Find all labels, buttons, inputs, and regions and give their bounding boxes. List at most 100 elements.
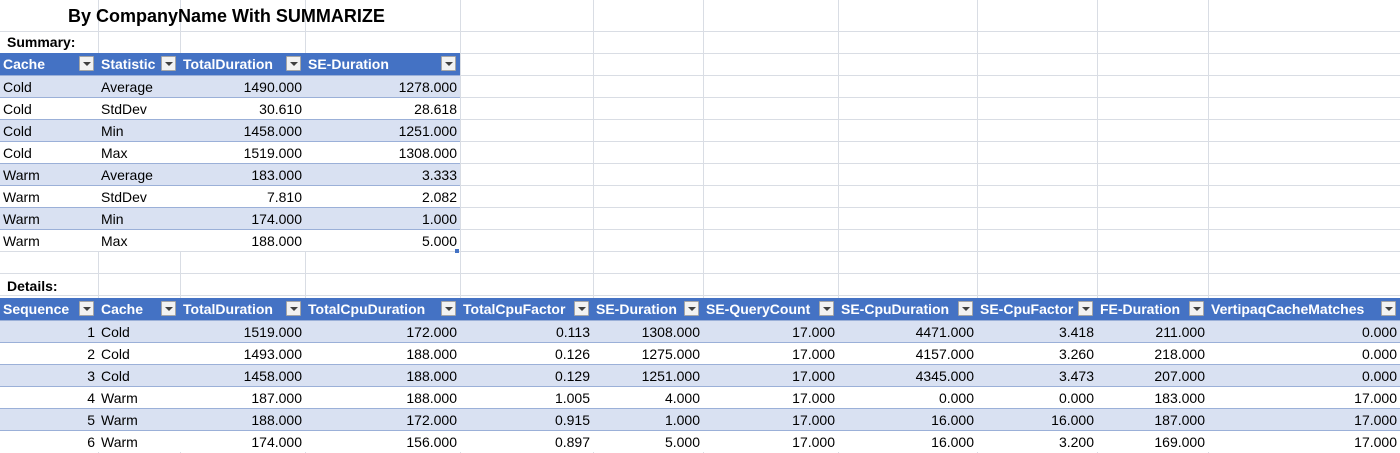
details-cell[interactable]: 174.000	[180, 430, 305, 452]
details-cell[interactable]: 17.000	[1208, 386, 1400, 408]
summary-cell[interactable]: 1278.000	[305, 75, 460, 97]
summary-cell[interactable]: 1.000	[305, 207, 460, 229]
details-cell[interactable]: 1458.000	[180, 364, 305, 386]
details-cell[interactable]: 1275.000	[593, 342, 703, 364]
details-cell[interactable]: Cold	[98, 320, 180, 342]
filter-dropdown-icon[interactable]	[1381, 301, 1396, 316]
details-cell[interactable]: 17.000	[703, 342, 838, 364]
details-cell[interactable]: 207.000	[1097, 364, 1208, 386]
filter-dropdown-icon[interactable]	[161, 56, 176, 71]
details-cell[interactable]: 3.260	[977, 342, 1097, 364]
summary-cell[interactable]: Cold	[0, 141, 98, 163]
details-cell[interactable]: 172.000	[305, 320, 460, 342]
summary-header-statistic[interactable]: Statistic	[98, 53, 180, 75]
details-cell[interactable]: 188.000	[305, 386, 460, 408]
details-cell[interactable]: 0.000	[838, 386, 977, 408]
details-cell[interactable]: 0.129	[460, 364, 593, 386]
summary-cell[interactable]: StdDev	[98, 97, 180, 119]
summary-cell[interactable]: 2.082	[305, 185, 460, 207]
details-header-totalduration[interactable]: TotalDuration	[180, 298, 305, 320]
summary-cell[interactable]: 183.000	[180, 163, 305, 185]
details-cell[interactable]: Cold	[98, 342, 180, 364]
filter-dropdown-icon[interactable]	[161, 301, 176, 316]
summary-cell[interactable]: StdDev	[98, 185, 180, 207]
details-cell[interactable]: 6	[0, 430, 98, 452]
table-resize-handle[interactable]	[455, 249, 459, 253]
filter-dropdown-icon[interactable]	[79, 56, 94, 71]
details-cell[interactable]: 0.897	[460, 430, 593, 452]
filter-dropdown-icon[interactable]	[1078, 301, 1093, 316]
details-cell[interactable]: 17.000	[703, 386, 838, 408]
details-header-vertipaqcachematches[interactable]: VertipaqCacheMatches	[1208, 298, 1400, 320]
summary-cell[interactable]: 7.810	[180, 185, 305, 207]
details-cell[interactable]: 188.000	[305, 342, 460, 364]
details-header-se-cpuduration[interactable]: SE-CpuDuration	[838, 298, 977, 320]
details-cell[interactable]: 0.000	[1208, 342, 1400, 364]
filter-dropdown-icon[interactable]	[1189, 301, 1204, 316]
details-cell[interactable]: 4345.000	[838, 364, 977, 386]
details-cell[interactable]: 1	[0, 320, 98, 342]
summary-cell[interactable]: Warm	[0, 229, 98, 251]
details-cell[interactable]: 1519.000	[180, 320, 305, 342]
details-cell[interactable]: 188.000	[305, 364, 460, 386]
summary-cell[interactable]: 1458.000	[180, 119, 305, 141]
details-cell[interactable]: 5	[0, 408, 98, 430]
details-header-se-duration[interactable]: SE-Duration	[593, 298, 703, 320]
summary-header-se-duration[interactable]: SE-Duration	[305, 53, 460, 75]
summary-header-cache[interactable]: Cache	[0, 53, 98, 75]
details-header-fe-duration[interactable]: FE-Duration	[1097, 298, 1208, 320]
details-cell[interactable]: 188.000	[180, 408, 305, 430]
filter-dropdown-icon[interactable]	[441, 301, 456, 316]
details-cell[interactable]: 16.000	[977, 408, 1097, 430]
details-cell[interactable]: 1308.000	[593, 320, 703, 342]
details-cell[interactable]: 187.000	[180, 386, 305, 408]
details-cell[interactable]: 1251.000	[593, 364, 703, 386]
summary-cell[interactable]: Max	[98, 229, 180, 251]
summary-cell[interactable]: 1308.000	[305, 141, 460, 163]
details-cell[interactable]: 1.005	[460, 386, 593, 408]
details-cell[interactable]: 3.473	[977, 364, 1097, 386]
details-cell[interactable]: 4157.000	[838, 342, 977, 364]
summary-cell[interactable]: Cold	[0, 119, 98, 141]
details-cell[interactable]: 0.000	[977, 386, 1097, 408]
details-cell[interactable]: 156.000	[305, 430, 460, 452]
summary-cell[interactable]: 3.333	[305, 163, 460, 185]
details-cell[interactable]: 5.000	[593, 430, 703, 452]
summary-cell[interactable]: 5.000	[305, 229, 460, 251]
details-header-se-querycount[interactable]: SE-QueryCount	[703, 298, 838, 320]
details-cell[interactable]: 0.126	[460, 342, 593, 364]
details-cell[interactable]: 169.000	[1097, 430, 1208, 452]
details-cell[interactable]: Warm	[98, 430, 180, 452]
details-cell[interactable]: 0.000	[1208, 364, 1400, 386]
summary-cell[interactable]: Cold	[0, 75, 98, 97]
filter-dropdown-icon[interactable]	[441, 56, 456, 71]
filter-dropdown-icon[interactable]	[286, 56, 301, 71]
details-cell[interactable]: 211.000	[1097, 320, 1208, 342]
details-cell[interactable]: 4471.000	[838, 320, 977, 342]
filter-dropdown-icon[interactable]	[684, 301, 699, 316]
details-cell[interactable]: 17.000	[703, 320, 838, 342]
summary-cell[interactable]: Average	[98, 163, 180, 185]
details-cell[interactable]: 17.000	[703, 408, 838, 430]
summary-cell[interactable]: Average	[98, 75, 180, 97]
details-cell[interactable]: 2	[0, 342, 98, 364]
details-cell[interactable]: 3	[0, 364, 98, 386]
details-cell[interactable]: 17.000	[1208, 430, 1400, 452]
details-cell[interactable]: Warm	[98, 408, 180, 430]
details-header-cache[interactable]: Cache	[98, 298, 180, 320]
details-cell[interactable]: 172.000	[305, 408, 460, 430]
filter-dropdown-icon[interactable]	[819, 301, 834, 316]
summary-cell[interactable]: 28.618	[305, 97, 460, 119]
details-cell[interactable]: 3.418	[977, 320, 1097, 342]
details-cell[interactable]: 4	[0, 386, 98, 408]
details-cell[interactable]: 17.000	[1208, 408, 1400, 430]
summary-cell[interactable]: Warm	[0, 185, 98, 207]
details-header-totalcpufactor[interactable]: TotalCpuFactor	[460, 298, 593, 320]
filter-dropdown-icon[interactable]	[79, 301, 94, 316]
details-cell[interactable]: 16.000	[838, 430, 977, 452]
details-header-totalcpuduration[interactable]: TotalCpuDuration	[305, 298, 460, 320]
summary-cell[interactable]: 1519.000	[180, 141, 305, 163]
details-cell[interactable]: Cold	[98, 364, 180, 386]
details-cell[interactable]: 4.000	[593, 386, 703, 408]
